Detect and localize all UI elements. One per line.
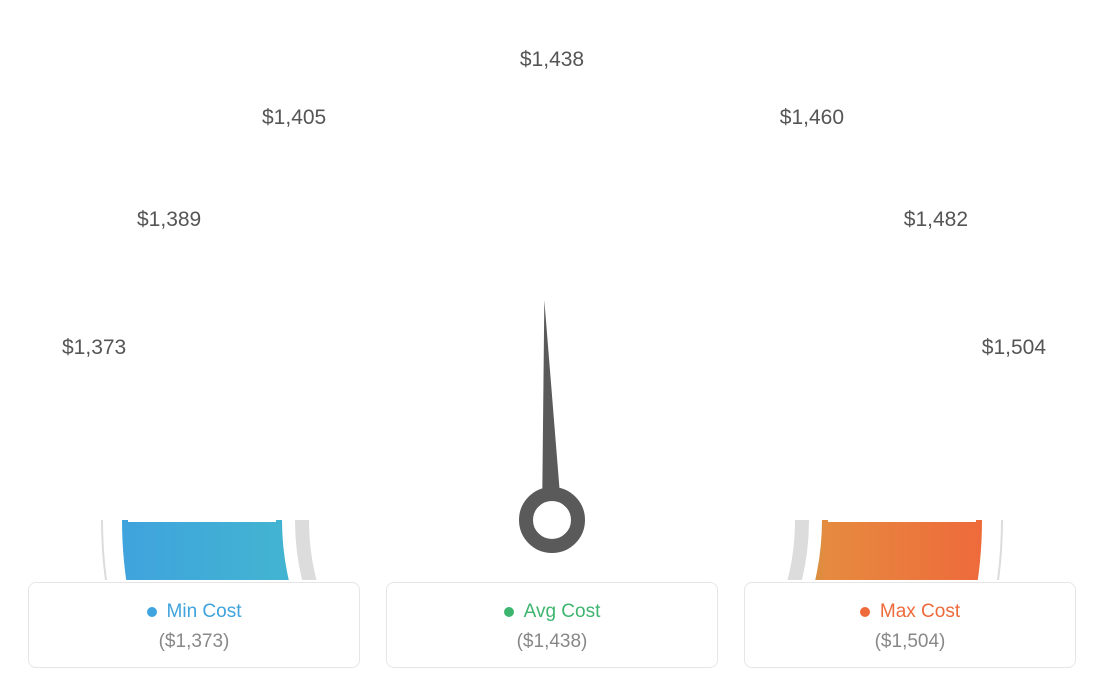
max-dot-icon (860, 607, 870, 617)
gauge-tick-label: $1,460 (780, 106, 844, 130)
gauge-svg (52, 40, 1052, 580)
avg-cost-card: Avg Cost ($1,438) (386, 582, 718, 668)
max-cost-card: Max Cost ($1,504) (744, 582, 1076, 668)
summary-cards: Min Cost ($1,373) Avg Cost ($1,438) Max … (28, 582, 1076, 668)
min-cost-value: ($1,373) (39, 631, 349, 653)
gauge-tick-label: $1,438 (520, 48, 584, 72)
avg-cost-value: ($1,438) (397, 631, 707, 653)
gauge-tick-label: $1,405 (262, 106, 326, 130)
max-cost-title: Max Cost (755, 601, 1065, 623)
avg-cost-title: Avg Cost (397, 601, 707, 623)
chart-container: $1,373 $1,389 $1,405 $1,438 $1,460 $1,482 $1,5… (0, 0, 1104, 690)
max-cost-label: Max Cost (880, 601, 960, 623)
min-cost-card: Min Cost ($1,373) (28, 582, 360, 668)
gauge-tick-label: $1,389 (137, 208, 201, 232)
min-cost-title: Min Cost (39, 601, 349, 623)
avg-dot-icon (504, 607, 514, 617)
gauge-chart: $1,373 $1,389 $1,405 $1,438 $1,460 $1,482 $1,5… (52, 40, 1052, 560)
avg-cost-label: Avg Cost (524, 601, 601, 623)
gauge-tick-label: $1,504 (982, 336, 1046, 360)
min-cost-label: Min Cost (167, 601, 242, 623)
gauge-tick-label: $1,482 (904, 208, 968, 232)
gauge-tick-label: $1,373 (62, 336, 126, 360)
max-cost-value: ($1,504) (755, 631, 1065, 653)
min-dot-icon (147, 607, 157, 617)
